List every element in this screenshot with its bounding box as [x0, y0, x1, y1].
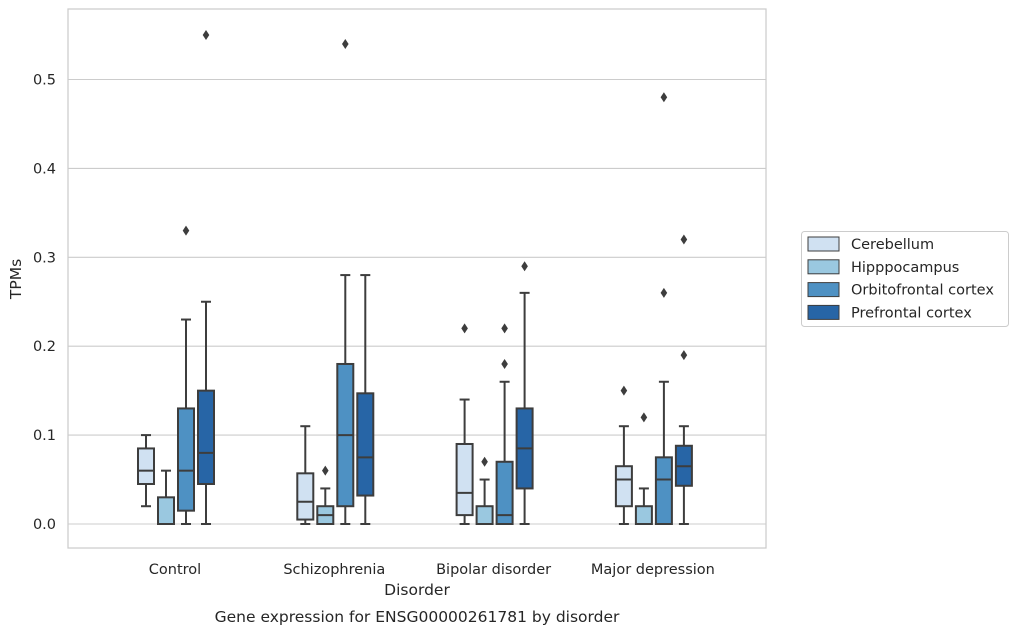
chart-caption: Gene expression for ENSG00000261781 by d…	[215, 608, 620, 626]
x-tick-label: Schizophrenia	[283, 562, 385, 578]
box-orbitofrontal-cortex	[495, 323, 514, 525]
iqr-box	[157, 496, 175, 525]
box-hipppocampus	[634, 412, 653, 526]
y-tick-label: 0.1	[33, 428, 56, 444]
iqr-box	[654, 456, 673, 526]
box-orbitofrontal-cortex	[177, 225, 195, 525]
box-hipppocampus	[157, 469, 175, 525]
iqr-box	[137, 447, 155, 485]
legend: Cerebellum Hipppocampus Orbitofrontal cort…	[801, 231, 1009, 327]
outlier-marker	[521, 261, 528, 272]
legend-label: Prefrontal cortex	[851, 305, 972, 321]
x-axis-label: Disorder	[384, 581, 450, 599]
box-cerebellum	[455, 323, 474, 525]
box-prefrontal-cortex	[197, 30, 215, 525]
box-prefrontal-cortex	[356, 274, 375, 525]
outlier-marker	[501, 323, 508, 334]
outlier-marker	[620, 385, 628, 396]
iqr-box	[356, 392, 375, 497]
outlier-marker	[640, 412, 648, 423]
x-tick-label: Bipolar disorder	[436, 562, 551, 578]
box-prefrontal-cortex	[674, 234, 693, 525]
box-cerebellum	[296, 425, 315, 525]
legend-swatch	[807, 236, 840, 252]
box-cerebellum	[614, 385, 633, 525]
outlier-marker	[481, 456, 488, 467]
boxes	[137, 30, 693, 526]
y-tick-label: 0.0	[33, 517, 56, 533]
box-cerebellum	[137, 434, 155, 508]
y-tick-label: 0.5	[33, 73, 56, 89]
x-tick-labels: Control Schizophrenia Bipolar disorder Majo…	[149, 562, 715, 578]
outlier-marker	[680, 350, 688, 361]
outlier-marker	[501, 358, 508, 369]
box-prefrontal-cortex	[515, 261, 534, 525]
y-tick-label: 0.4	[33, 161, 56, 177]
iqr-box	[634, 505, 653, 526]
outlier-marker	[342, 38, 349, 49]
iqr-box	[296, 472, 315, 521]
x-tick-label: Control	[149, 562, 201, 578]
y-axis-label: TPMs	[7, 259, 25, 300]
iqr-box	[455, 442, 474, 517]
legend-swatch	[807, 304, 840, 320]
box-orbitofrontal-cortex	[336, 38, 355, 525]
box-hipppocampus	[316, 465, 335, 526]
outlier-marker	[182, 225, 190, 236]
y-tick-labels: 0.0 0.1 0.2 0.3 0.4 0.5	[33, 73, 56, 534]
box-hipppocampus	[475, 456, 494, 526]
outlier-marker	[660, 92, 668, 103]
legend-swatch	[807, 259, 840, 275]
legend-label: Cerebellum	[851, 237, 934, 253]
iqr-box	[177, 407, 195, 512]
outlier-marker	[461, 323, 468, 334]
outlier-marker	[202, 30, 210, 41]
iqr-box	[614, 465, 633, 508]
outlier-marker	[680, 234, 688, 245]
iqr-box	[495, 460, 514, 525]
x-tick-label: Major depression	[591, 562, 715, 578]
plot-frame	[67, 8, 767, 549]
iqr-box	[197, 389, 215, 485]
legend-label: Hipppocampus	[851, 260, 959, 276]
legend-label: Orbitofrontal cortex	[851, 283, 994, 299]
y-tick-label: 0.3	[33, 250, 56, 266]
legend-swatch	[807, 282, 840, 298]
y-tick-label: 0.2	[33, 339, 56, 355]
outlier-marker	[660, 287, 668, 298]
box-orbitofrontal-cortex	[654, 92, 673, 526]
outlier-marker	[322, 465, 329, 476]
iqr-box	[475, 505, 494, 526]
legend-frame	[801, 231, 1009, 327]
